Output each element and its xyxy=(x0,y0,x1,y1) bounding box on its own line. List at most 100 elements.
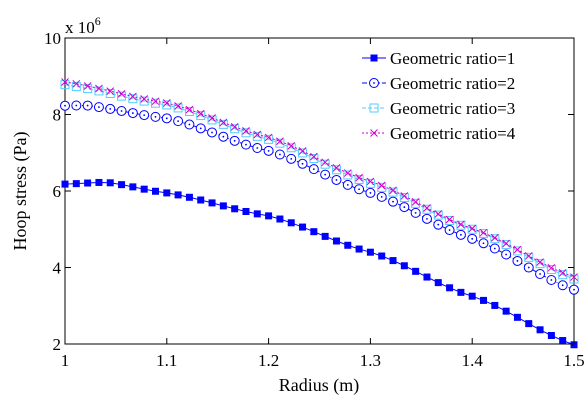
y-tick-label: 4 xyxy=(53,259,62,278)
data-point xyxy=(468,292,476,300)
data-point xyxy=(400,262,408,270)
data-point xyxy=(95,84,103,93)
data-point xyxy=(332,237,340,245)
data-point xyxy=(434,210,443,218)
data-point xyxy=(557,280,568,291)
data-point xyxy=(241,128,251,138)
series-line xyxy=(64,84,575,280)
x-tick-label: 1.2 xyxy=(258,351,279,370)
data-point xyxy=(331,174,342,185)
data-point xyxy=(410,207,421,218)
data-point xyxy=(400,192,409,200)
y-multiplier-label: x 106 xyxy=(65,14,101,37)
data-point xyxy=(524,252,534,262)
data-point xyxy=(208,114,216,122)
data-point xyxy=(535,268,546,279)
data-point xyxy=(61,180,69,188)
data-point xyxy=(242,207,250,215)
data-point xyxy=(355,173,363,182)
data-point xyxy=(377,182,387,192)
legend-label: Geometric ratio=4 xyxy=(390,124,516,143)
legend-item: Geometric ratio=2 xyxy=(362,74,515,93)
data-point xyxy=(433,219,444,230)
data-point xyxy=(72,79,81,88)
data-point xyxy=(163,189,171,197)
data-point xyxy=(502,307,510,315)
data-point xyxy=(128,94,138,104)
data-point xyxy=(513,313,521,321)
legend: Geometric ratio=1 Geometric ratio=2 Geomet… xyxy=(362,49,516,143)
data-point xyxy=(174,102,182,110)
data-point xyxy=(297,158,308,169)
data-point xyxy=(72,180,80,188)
data-point xyxy=(219,202,227,210)
data-point xyxy=(434,279,442,287)
data-point xyxy=(423,204,431,212)
data-point xyxy=(524,252,533,260)
y-multiplier-base: x 10 xyxy=(65,18,95,37)
data-point xyxy=(489,243,500,254)
data-point xyxy=(388,196,399,207)
data-point xyxy=(501,240,511,250)
data-point xyxy=(321,158,330,167)
data-point xyxy=(467,233,478,244)
data-point xyxy=(559,337,567,345)
x-tick-label: 1.3 xyxy=(360,351,381,370)
data-point xyxy=(106,179,114,187)
data-point xyxy=(150,98,160,108)
data-point xyxy=(422,204,432,214)
data-point xyxy=(456,220,466,230)
data-point xyxy=(444,225,455,236)
data-point xyxy=(184,119,195,130)
data-point xyxy=(286,153,297,164)
data-point xyxy=(219,118,228,127)
data-point xyxy=(388,187,398,197)
data-point xyxy=(479,228,488,237)
data-point xyxy=(117,90,126,98)
data-point xyxy=(129,92,137,101)
data-point xyxy=(117,91,127,101)
data-point xyxy=(83,82,92,90)
data-point xyxy=(399,193,409,203)
data-point xyxy=(218,131,229,142)
series-line xyxy=(64,104,575,291)
data-point xyxy=(321,232,329,240)
data-point xyxy=(140,185,148,193)
data-point xyxy=(253,130,262,139)
data-point xyxy=(547,263,556,272)
series-line xyxy=(64,81,575,278)
data-point xyxy=(354,175,364,185)
data-point xyxy=(265,212,273,220)
data-point xyxy=(299,223,307,231)
data-point xyxy=(197,196,205,204)
legend-marker xyxy=(370,54,378,62)
data-point xyxy=(320,169,331,180)
data-point xyxy=(512,246,522,256)
data-point xyxy=(343,169,352,177)
data-point xyxy=(479,229,489,239)
data-point xyxy=(546,274,557,285)
data-point xyxy=(376,191,387,202)
series-line xyxy=(64,181,575,346)
data-point xyxy=(468,224,477,233)
data-point xyxy=(569,274,579,284)
data-point xyxy=(389,186,397,195)
data-point xyxy=(513,245,522,254)
data-point xyxy=(445,215,455,225)
data-point xyxy=(569,284,579,295)
data-point xyxy=(547,332,555,340)
data-point xyxy=(105,88,115,98)
data-point xyxy=(230,122,239,131)
data-point xyxy=(365,178,375,188)
data-point xyxy=(308,164,319,175)
data-point xyxy=(455,229,466,240)
data-point xyxy=(276,215,284,223)
data-point xyxy=(195,123,206,134)
data-point xyxy=(207,127,218,138)
data-point xyxy=(105,103,116,114)
data-point xyxy=(512,255,523,266)
data-point xyxy=(264,134,274,144)
data-point xyxy=(389,257,397,265)
data-point xyxy=(161,113,172,124)
